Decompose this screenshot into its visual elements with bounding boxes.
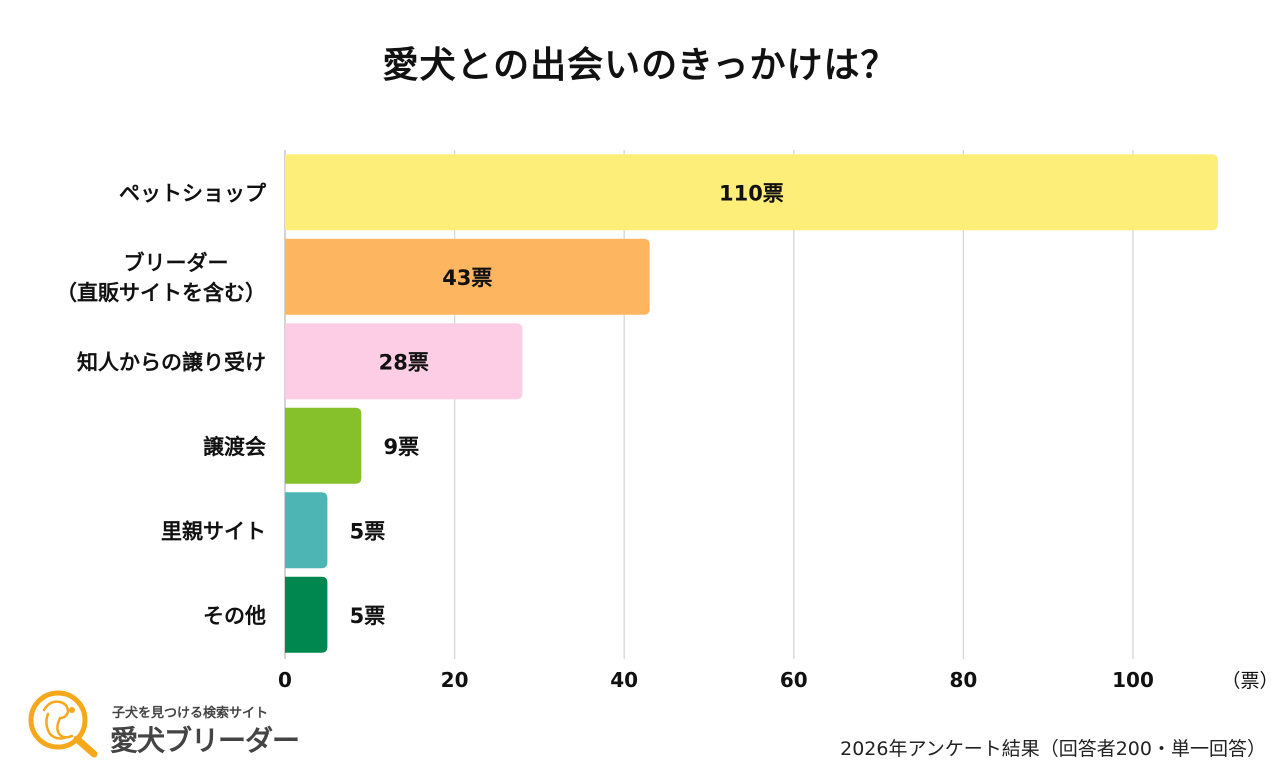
bar [285,492,328,569]
value-label: 43票 [442,266,492,290]
x-unit-label: （票） [1221,670,1278,692]
x-tick-label: 40 [610,668,638,692]
value-label: 110票 [719,181,784,205]
value-label: 9票 [384,435,420,459]
bar [285,576,328,653]
logo-name: 愛犬ブリーダー [110,724,300,757]
dog-magnifier-icon [28,690,98,758]
x-tick-label: 100 [1112,668,1154,692]
category-label: 里親サイト [161,519,266,543]
bar [285,323,523,400]
survey-footnote: 2026年アンケート結果（回答者200・単一回答） [840,738,1266,760]
bar [285,238,650,315]
logo-tagline: 子犬を見つける検索サイト [112,706,269,721]
category-label: 譲渡会 [203,435,266,459]
category-label: ペットショップ [119,181,267,205]
category-label: その他 [203,604,266,628]
bar [285,154,1218,231]
x-tick-label: 20 [441,668,469,692]
category-label: ブリーダー [124,251,229,275]
site-logo[interactable]: 子犬を見つける検索サイト 愛犬ブリーダー [26,688,300,758]
chart-title: 愛犬との出会いのきっかけは？ [382,45,898,86]
x-tick-label: 80 [949,668,977,692]
value-label: 5票 [350,519,386,543]
value-label: 28票 [379,350,429,374]
value-label: 5票 [350,604,386,628]
x-tick-label: 60 [780,668,808,692]
x-tick-label: 0 [278,668,292,692]
bar [285,407,362,484]
category-label: （直販サイトを含む） [56,281,266,305]
category-label: 知人からの譲り受け [77,350,266,374]
